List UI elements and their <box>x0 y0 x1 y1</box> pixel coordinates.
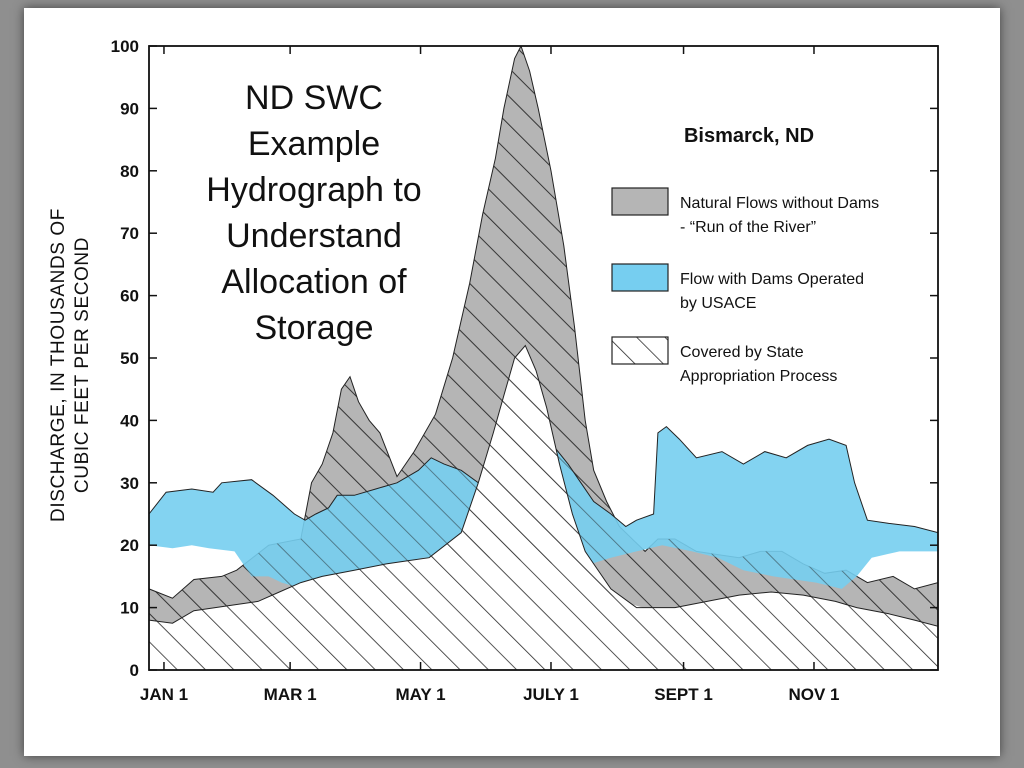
legend-item-natural-flows: Natural Flows without Dams - “Run of the… <box>611 187 879 236</box>
x-axis: JAN 1 MAR 1 MAY 1 JULY 1 SEPT 1 NOV 1 <box>140 46 839 704</box>
y-tick-label: 80 <box>120 162 139 181</box>
x-tick-label: NOV 1 <box>788 685 839 704</box>
legend-swatch-state-appropriation <box>611 336 669 365</box>
y-axis: 0 10 20 30 40 50 60 70 80 90 100 <box>111 37 938 680</box>
series-natural-flows-hatch-overlay <box>149 46 938 627</box>
x-tick-label: MAR 1 <box>264 685 317 704</box>
y-axis-title-line-2: CUBIC FEET PER SECOND <box>72 237 93 493</box>
series-layer <box>149 46 938 670</box>
legend-label-natural-flows-line-1: Natural Flows without Dams <box>680 195 879 212</box>
location-label: Bismarck, ND <box>684 125 814 147</box>
x-tick-label: MAY 1 <box>396 685 446 704</box>
chart-title-line-2: Example <box>248 125 380 163</box>
y-axis-title: DISCHARGE, IN THOUSANDS OF CUBIC FEET PE… <box>48 208 93 522</box>
y-tick-label: 30 <box>120 474 139 493</box>
y-axis-title-line-1: DISCHARGE, IN THOUSANDS OF <box>48 208 69 522</box>
legend-item-state-appropriation: Covered by State Appropriation Process <box>611 336 837 385</box>
y-tick-label: 40 <box>120 411 139 430</box>
legend-item-dams-flow: Flow with Dams Operated by USACE <box>611 263 864 312</box>
slide: DISCHARGE, IN THOUSANDS OF CUBIC FEET PE… <box>24 8 1000 756</box>
y-tick-label: 10 <box>120 599 139 618</box>
legend-label-dams-flow-line-2: by USACE <box>680 295 756 312</box>
chart-title: ND SWC Example Hydrograph to Understand … <box>206 79 421 347</box>
legend: Natural Flows without Dams - “Run of the… <box>611 187 879 385</box>
legend-label-state-appropriation-line-1: Covered by State <box>680 344 804 361</box>
x-tick-label: JAN 1 <box>140 685 188 704</box>
y-tick-label: 60 <box>120 287 139 306</box>
y-tick-label: 70 <box>120 224 139 243</box>
legend-label-state-appropriation-line-2: Appropriation Process <box>680 368 837 385</box>
legend-label-natural-flows-line-2: - “Run of the River” <box>680 219 816 236</box>
y-tick-label: 20 <box>120 536 139 555</box>
y-tick-label: 50 <box>120 349 139 368</box>
chart-title-line-3: Hydrograph to <box>206 171 421 209</box>
x-tick-label: JULY 1 <box>523 685 579 704</box>
hydrograph-chart: DISCHARGE, IN THOUSANDS OF CUBIC FEET PE… <box>48 37 939 704</box>
chart-title-line-1: ND SWC <box>245 79 383 117</box>
chart-title-line-5: Allocation of <box>221 263 407 301</box>
legend-label-dams-flow-line-1: Flow with Dams Operated <box>680 271 864 288</box>
y-tick-label: 100 <box>111 37 139 56</box>
legend-swatch-dams-flow <box>611 263 669 292</box>
chart-title-line-6: Storage <box>254 309 373 347</box>
chart-title-line-4: Understand <box>226 217 402 255</box>
y-tick-label: 90 <box>120 99 139 118</box>
x-tick-label: SEPT 1 <box>654 685 713 704</box>
plot-area <box>149 46 938 670</box>
y-tick-label: 0 <box>130 661 139 680</box>
legend-swatch-natural-flows <box>611 187 669 216</box>
